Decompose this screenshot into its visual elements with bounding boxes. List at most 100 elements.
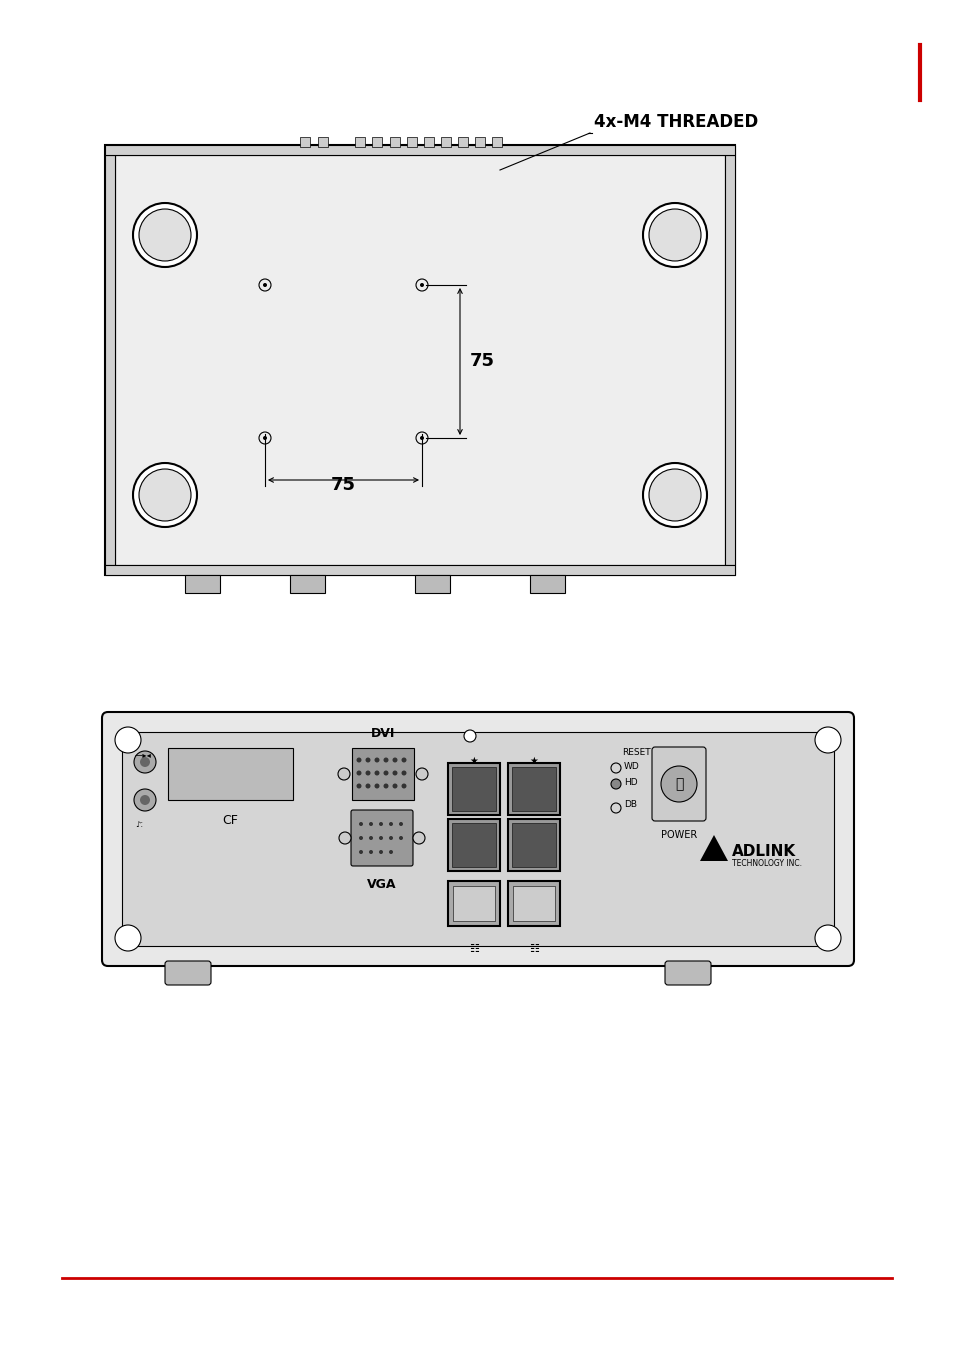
Circle shape <box>358 850 363 854</box>
Circle shape <box>133 790 156 811</box>
Circle shape <box>132 203 196 266</box>
Circle shape <box>365 757 370 763</box>
Polygon shape <box>700 836 727 861</box>
Circle shape <box>389 836 393 840</box>
Bar <box>355 137 365 147</box>
Circle shape <box>389 850 393 854</box>
Bar <box>724 155 734 565</box>
Circle shape <box>338 831 351 844</box>
Text: DB: DB <box>623 800 637 808</box>
Bar <box>457 137 468 147</box>
Circle shape <box>642 203 706 266</box>
Circle shape <box>140 757 150 767</box>
Text: ♪:: ♪: <box>135 821 143 829</box>
Circle shape <box>642 462 706 527</box>
Text: ★: ★ <box>529 756 537 767</box>
Circle shape <box>263 435 267 439</box>
Circle shape <box>814 727 841 753</box>
Bar <box>448 763 499 815</box>
Text: CF: CF <box>222 814 238 827</box>
Bar <box>423 137 434 147</box>
Bar <box>453 886 495 921</box>
Circle shape <box>358 822 363 826</box>
Text: 4x-M4 THREADED: 4x-M4 THREADED <box>594 114 758 131</box>
Text: ☷: ☷ <box>469 944 478 955</box>
Circle shape <box>398 822 402 826</box>
Text: VGA: VGA <box>367 877 396 891</box>
Circle shape <box>369 850 373 854</box>
Circle shape <box>413 831 424 844</box>
Circle shape <box>416 768 428 780</box>
Bar <box>507 882 559 926</box>
Bar <box>407 137 416 147</box>
Bar <box>105 155 115 565</box>
Circle shape <box>133 750 156 773</box>
Text: RESET: RESET <box>621 748 650 757</box>
Circle shape <box>369 836 373 840</box>
Bar <box>390 137 399 147</box>
Circle shape <box>383 757 388 763</box>
Circle shape <box>463 730 476 742</box>
Bar <box>290 575 325 594</box>
Bar <box>512 767 556 811</box>
Circle shape <box>375 771 379 776</box>
Circle shape <box>356 771 361 776</box>
Bar <box>452 823 496 867</box>
Text: 75: 75 <box>470 353 495 370</box>
Circle shape <box>378 822 382 826</box>
Circle shape <box>389 822 393 826</box>
Circle shape <box>401 757 406 763</box>
Text: ADLINK: ADLINK <box>731 844 796 859</box>
Circle shape <box>337 768 350 780</box>
FancyBboxPatch shape <box>165 961 211 986</box>
Circle shape <box>378 850 382 854</box>
Text: WD: WD <box>623 763 639 771</box>
Circle shape <box>398 836 402 840</box>
Bar <box>452 767 496 811</box>
Bar <box>122 731 833 946</box>
Bar <box>475 137 484 147</box>
Circle shape <box>378 836 382 840</box>
Circle shape <box>365 784 370 788</box>
Bar <box>168 748 293 800</box>
Text: ⏻: ⏻ <box>674 777 682 791</box>
Bar <box>530 575 564 594</box>
Circle shape <box>392 757 397 763</box>
Bar <box>513 886 555 921</box>
Bar <box>317 137 328 147</box>
Text: —▸◂: —▸◂ <box>135 750 152 758</box>
Circle shape <box>375 784 379 788</box>
Circle shape <box>401 784 406 788</box>
Text: POWER: POWER <box>660 830 697 840</box>
Bar <box>105 145 734 155</box>
Text: DVI: DVI <box>371 727 395 740</box>
Circle shape <box>263 283 267 287</box>
Bar <box>440 137 451 147</box>
Circle shape <box>660 767 697 802</box>
Circle shape <box>814 925 841 950</box>
Bar <box>448 882 499 926</box>
FancyBboxPatch shape <box>351 810 413 867</box>
Circle shape <box>132 462 196 527</box>
Polygon shape <box>115 155 724 565</box>
Circle shape <box>375 757 379 763</box>
Bar <box>105 565 734 575</box>
Text: HD: HD <box>623 777 637 787</box>
Circle shape <box>383 784 388 788</box>
Bar <box>415 575 450 594</box>
Circle shape <box>401 771 406 776</box>
Bar <box>448 819 499 871</box>
Text: TECHNOLOGY INC.: TECHNOLOGY INC. <box>731 859 801 868</box>
Circle shape <box>356 757 361 763</box>
Bar <box>507 763 559 815</box>
Bar <box>185 575 220 594</box>
Bar <box>512 823 556 867</box>
Bar <box>299 137 310 147</box>
FancyBboxPatch shape <box>102 713 853 965</box>
Circle shape <box>369 822 373 826</box>
Circle shape <box>419 283 423 287</box>
Bar <box>507 819 559 871</box>
Circle shape <box>610 779 620 790</box>
Circle shape <box>392 771 397 776</box>
Text: ★: ★ <box>469 756 477 767</box>
